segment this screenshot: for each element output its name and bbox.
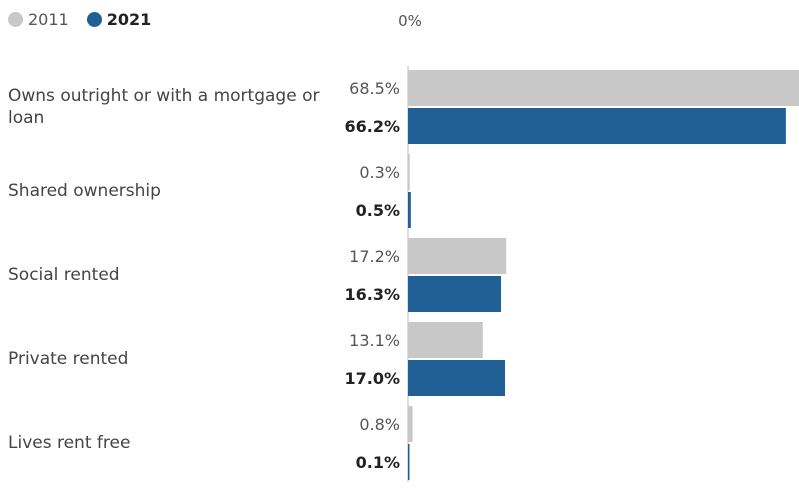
bar-2021 xyxy=(408,192,411,228)
x-axis-tick-label: 0% xyxy=(398,12,422,30)
category-label: Private rented xyxy=(8,349,129,369)
bar-2011 xyxy=(408,70,799,106)
data-label-2011: 0.3% xyxy=(359,163,400,182)
category-label: Shared ownership xyxy=(8,181,161,201)
data-label-2021: 17.0% xyxy=(344,369,400,388)
legend-item-2011: 2011 xyxy=(8,10,69,29)
data-label-2021: 16.3% xyxy=(344,285,400,304)
category-label: Social rented xyxy=(8,265,120,285)
bar-2011 xyxy=(408,322,483,358)
data-label-2021: 0.1% xyxy=(356,453,400,472)
bar-2011 xyxy=(408,238,507,274)
bar-2021 xyxy=(408,276,502,312)
legend-label-2021: 2021 xyxy=(106,10,152,29)
bar-2011 xyxy=(408,154,410,190)
legend-label-2011: 2011 xyxy=(28,10,69,29)
data-label-2011: 0.8% xyxy=(359,415,400,434)
data-label-2011: 17.2% xyxy=(349,247,400,266)
bar-2021 xyxy=(408,108,786,144)
legend-swatch-2011 xyxy=(8,12,23,27)
data-label-2021: 66.2% xyxy=(344,117,400,136)
bar-2021 xyxy=(408,444,410,480)
legend-item-2021: 2021 xyxy=(86,10,152,29)
legend-swatch-2021 xyxy=(86,12,102,27)
bar-2011 xyxy=(408,406,413,442)
bar-2021 xyxy=(408,360,506,396)
legend: 2011 2021 xyxy=(8,10,169,29)
category-label: Owns outright or with a mortgage or loan xyxy=(8,86,320,128)
data-label-2021: 0.5% xyxy=(356,201,400,220)
data-label-2011: 68.5% xyxy=(349,79,400,98)
category-label: Lives rent free xyxy=(8,433,131,453)
data-label-2011: 13.1% xyxy=(349,331,400,350)
